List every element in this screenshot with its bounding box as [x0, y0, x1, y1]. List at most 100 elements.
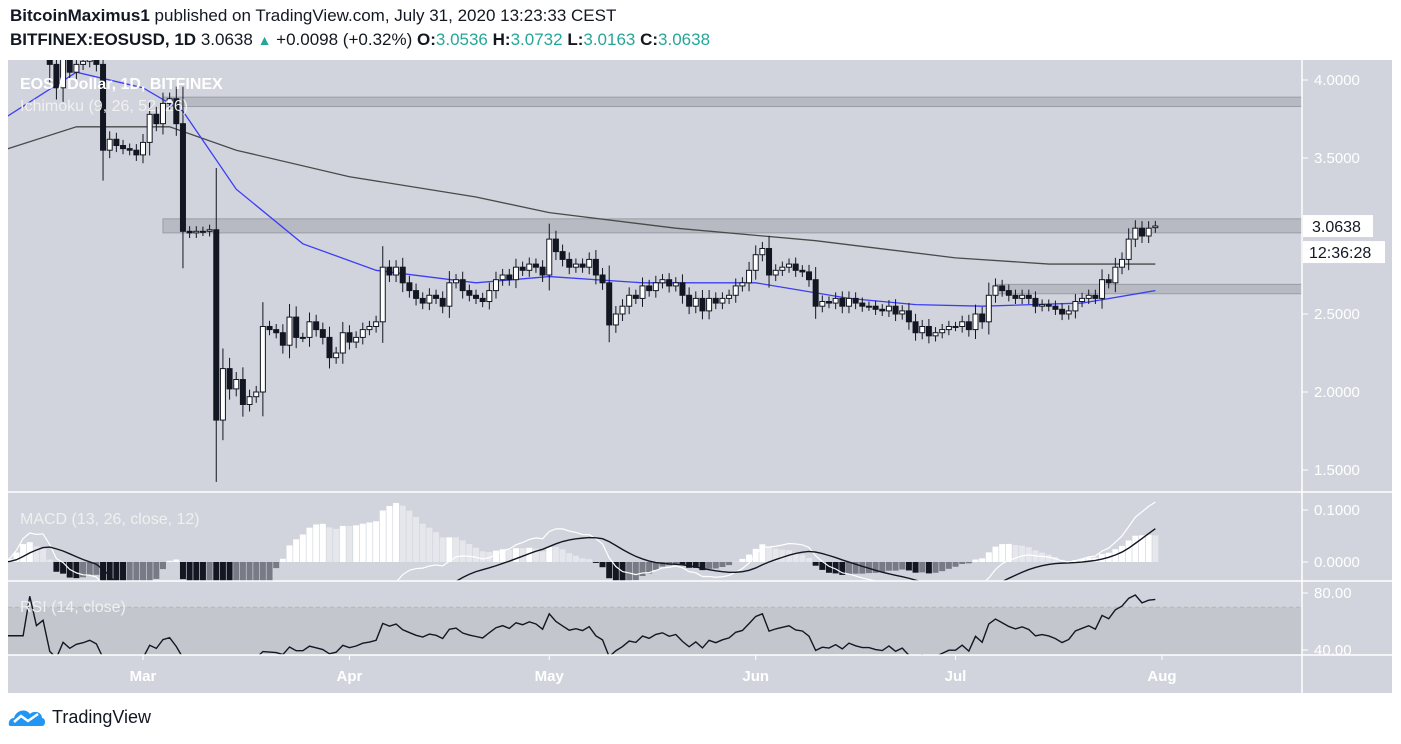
- candle-body: [839, 297, 846, 307]
- macd-histogram-bar: [592, 562, 599, 563]
- candle-body: [413, 290, 420, 299]
- publish-text: published on TradingView.com, July 31, 2…: [154, 6, 617, 25]
- macd-histogram-bar: [386, 506, 393, 562]
- candle-body: [166, 98, 173, 104]
- candle-body: [766, 247, 773, 276]
- candle-body: [406, 282, 413, 292]
- macd-histogram-bar: [439, 537, 446, 562]
- macd-histogram-bar: [1139, 535, 1145, 562]
- macd-histogram-bar: [905, 562, 912, 571]
- macd-histogram-bar: [799, 554, 806, 562]
- candle-body: [692, 297, 699, 307]
- macd-signal-line: [8, 528, 1156, 581]
- macd-histogram-bar: [259, 562, 266, 581]
- candle-body: [792, 263, 799, 271]
- zone-rectangle: [162, 96, 1302, 108]
- candle-body: [865, 305, 872, 308]
- macd-histogram-bar: [972, 559, 979, 562]
- macd-histogram-bar: [166, 560, 173, 562]
- macd-histogram-bar: [226, 562, 233, 581]
- macd-histogram-bar: [80, 562, 87, 578]
- candle-body: [959, 321, 966, 327]
- macd-histogram-bar: [766, 547, 773, 562]
- macd-tick-label: 0.1000: [1314, 502, 1360, 519]
- macd-histogram-bar: [639, 562, 646, 577]
- tradingview-brand[interactable]: TradingView: [8, 706, 151, 728]
- candle-body: [319, 329, 326, 338]
- macd-histogram-bar: [299, 534, 306, 562]
- tradingview-cloud-icon: [8, 710, 45, 726]
- candle-body: [293, 316, 300, 338]
- macd-histogram-bar: [193, 562, 200, 581]
- macd-histogram-bar: [86, 562, 93, 576]
- macd-histogram-bar: [646, 562, 653, 574]
- macd-histogram-bar: [1152, 535, 1159, 562]
- candle-body: [1065, 310, 1072, 315]
- macd-histogram-bar: [353, 525, 360, 562]
- candle-body: [1052, 305, 1059, 310]
- candle-body: [246, 396, 253, 405]
- macd-histogram-bar: [359, 523, 366, 562]
- macd-histogram-bar: [8, 558, 13, 562]
- candle-body: [459, 279, 466, 292]
- candle-body: [146, 113, 153, 143]
- macd-histogram-bar: [679, 562, 686, 565]
- candle-body: [253, 391, 260, 398]
- price-tick-label: 3.5000: [1314, 150, 1360, 167]
- candle-body: [759, 247, 766, 256]
- candle-body: [359, 329, 366, 338]
- candle-body: [719, 297, 726, 304]
- macd-histogram-bar: [652, 562, 659, 570]
- candle-body: [266, 325, 273, 331]
- candle-body: [233, 379, 240, 390]
- candle-body: [546, 238, 553, 276]
- macd-histogram-bar: [979, 558, 986, 562]
- macd-histogram-bar: [786, 550, 793, 562]
- candle-body: [1012, 294, 1019, 299]
- macd-histogram-bar: [53, 562, 60, 572]
- macd-histogram-bar: [845, 562, 852, 574]
- candle-body: [399, 266, 406, 284]
- macd-histogram-bar: [1079, 558, 1086, 562]
- candle-body: [945, 325, 952, 331]
- macd-histogram-bar: [426, 527, 433, 562]
- candle-body: [965, 321, 972, 331]
- candle-body: [499, 274, 506, 281]
- price-tick-label: 2.5000: [1314, 306, 1360, 323]
- macd-histogram-bar: [792, 552, 799, 562]
- candle-body: [612, 313, 619, 326]
- candle-body: [273, 329, 280, 334]
- candle-body: [1032, 297, 1039, 307]
- candle-body: [912, 321, 919, 334]
- macd-histogram-bar: [239, 562, 246, 581]
- candle-body: [433, 294, 440, 299]
- candle-body: [905, 310, 912, 323]
- candle-body: [899, 310, 906, 315]
- candle-body: [786, 263, 793, 268]
- candle-body: [532, 263, 539, 268]
- candle-body: [859, 302, 866, 307]
- candle-body: [799, 269, 806, 273]
- macd-histogram-bar: [199, 562, 206, 581]
- macd-histogram-bar: [346, 525, 353, 562]
- macd-histogram-bar: [313, 524, 320, 562]
- candle-body: [60, 60, 67, 89]
- macd-histogram-bar: [865, 562, 872, 574]
- macd-histogram-bar: [899, 562, 906, 570]
- candle-body: [186, 230, 193, 234]
- candle-body: [526, 263, 533, 271]
- candle-body: [259, 325, 266, 393]
- candle-body: [1099, 279, 1106, 299]
- candle-body: [932, 332, 939, 337]
- slow-moving-average-line: [8, 126, 1156, 265]
- macd-histogram-bar: [146, 562, 153, 581]
- price-chart[interactable]: 4.0000 3.5000 2.5000 2.0000 1.5000 0.1000 0.00…: [0, 0, 1401, 694]
- macd-histogram-bar: [879, 562, 886, 573]
- macd-histogram-bar: [739, 558, 746, 562]
- last-price-label: 3.0638: [1312, 219, 1361, 236]
- candle-body: [199, 230, 206, 233]
- time-tick-label: Aug: [1147, 668, 1176, 685]
- macd-line: [8, 501, 1156, 581]
- candle-body: [100, 63, 107, 151]
- candle-body: [992, 285, 999, 296]
